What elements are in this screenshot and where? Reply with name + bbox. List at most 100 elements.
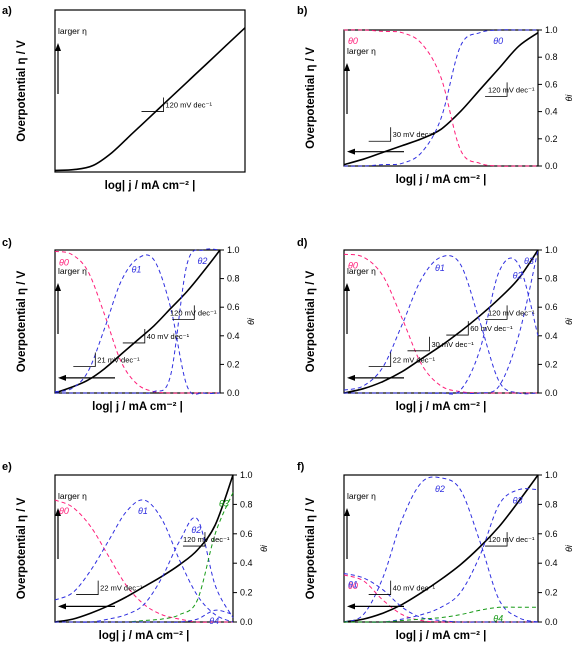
x-axis-label: log| j / mA cm⁻² | — [396, 174, 487, 186]
panel-f: f) Overpotential η / V log| j / mA cm⁻² | l… — [297, 461, 574, 642]
plot-frame — [54, 249, 221, 394]
slope-annotation: 120 mV dec⁻¹ — [170, 308, 217, 317]
series-label-2: θ0 — [493, 36, 503, 46]
right-tick-label: 0.8 — [545, 499, 558, 509]
slope-triangle — [485, 305, 508, 320]
plot-frame — [54, 9, 246, 173]
tafel-curve — [343, 474, 539, 623]
slope-annotation: 120 mV dec⁻¹ — [488, 85, 535, 94]
series-label-2: θ1 — [435, 263, 445, 273]
slope-annotation: 120 mV dec⁻¹ — [488, 308, 535, 317]
right-tick-label: 1.0 — [545, 25, 558, 35]
right-tick-label: 0.8 — [545, 274, 558, 284]
right-tick-label: 1.0 — [545, 245, 558, 255]
larger-eta-label: larger η — [347, 491, 376, 501]
right-tick-label: 0.0 — [545, 161, 558, 171]
right-tick-label: 0.4 — [227, 331, 240, 341]
series-label-5: θ4 — [493, 613, 503, 623]
slope-triangle — [485, 532, 508, 547]
larger-eta-label: larger η — [347, 266, 376, 276]
right-tick-label: 0.0 — [545, 388, 558, 398]
current-arrowhead — [347, 603, 355, 610]
current-arrowhead — [58, 374, 66, 381]
right-tick-label: 0.6 — [545, 302, 558, 312]
series-label-3: θ2 — [435, 484, 445, 494]
slope-triangle — [485, 82, 508, 97]
panel-b: b) Overpotential η / V log| j / mA cm⁻² | l… — [297, 5, 574, 186]
slope-annotation: 60 mV dec⁻¹ — [470, 324, 513, 333]
panel-e: e) Overpotential η / V log| j / mA cm⁻² | l… — [2, 461, 269, 642]
coverage-curve-1 — [343, 574, 538, 623]
coverage-curve-1 — [343, 253, 538, 394]
y-axis-label: Overpotential η / V — [16, 270, 28, 372]
right-tick-label: 0.6 — [545, 529, 558, 539]
current-arrowhead — [347, 148, 355, 155]
right-tick-label: 0.0 — [227, 388, 240, 398]
coverage-curve-3 — [343, 476, 539, 623]
panel-label: d) — [297, 237, 308, 249]
right-tick-label: 0.4 — [545, 558, 558, 568]
x-axis-label: log| j / mA cm⁻² | — [396, 401, 487, 413]
slope-annotation: 21 mV dec⁻¹ — [97, 356, 140, 365]
y-axis-label: Overpotential η / V — [305, 497, 317, 599]
panel-label: b) — [297, 5, 308, 17]
series-label-4: θ3 — [219, 499, 229, 509]
series-label-1: θ0 — [348, 36, 358, 46]
larger-eta-arrowhead — [55, 43, 61, 51]
larger-eta-label: larger η — [58, 26, 87, 36]
right-tick-label: 0.2 — [545, 359, 558, 369]
coverage-curve-2 — [54, 499, 234, 623]
y2-axis-label: θi — [259, 544, 269, 552]
slope-triangle — [141, 97, 164, 112]
panel-label: c) — [2, 237, 12, 249]
larger-eta-label: larger η — [347, 46, 376, 56]
y2-axis-label: θi — [564, 544, 574, 552]
series-label-5: θ4 — [209, 616, 219, 626]
right-tick-label: 0.8 — [545, 52, 558, 62]
plot-frame — [343, 249, 539, 394]
right-tick-label: 0.8 — [240, 499, 253, 509]
slope-annotation: 40 mV dec⁻¹ — [147, 332, 190, 341]
y2-axis-label: θi — [246, 317, 256, 325]
right-tick-label: 0.2 — [545, 588, 558, 598]
y2-axis-label: θi — [564, 94, 574, 102]
coverage-curve-5 — [55, 609, 234, 623]
right-tick-label: 0.2 — [545, 134, 558, 144]
slope-annotation: 30 mV dec⁻¹ — [431, 340, 474, 349]
larger-eta-label: larger η — [58, 491, 87, 501]
slope-triangle — [172, 305, 195, 320]
slope-triangle — [368, 127, 392, 142]
slope-triangle — [368, 580, 392, 595]
y2-axis-label: θi — [564, 317, 574, 325]
series-label-3: θ2 — [513, 270, 523, 280]
coverage-curve-5 — [344, 606, 538, 623]
right-tick-label: 0.4 — [545, 331, 558, 341]
slope-triangle — [122, 328, 146, 344]
right-tick-label: 0.0 — [545, 617, 558, 627]
plot-frame — [343, 474, 539, 623]
series-label-3: θ2 — [198, 256, 208, 266]
y-axis-label: Overpotential η / V — [305, 47, 317, 149]
series-label-4: θ3 — [513, 496, 523, 506]
coverage-curve-1 — [343, 29, 538, 167]
tafel-curve — [54, 474, 234, 623]
slope-annotation: 22 mV dec⁻¹ — [100, 584, 143, 593]
larger-eta-arrowhead — [344, 63, 350, 71]
series-label-2: θ1 — [138, 506, 148, 516]
series-label-2: θ1 — [132, 265, 142, 275]
right-tick-label: 1.0 — [545, 470, 558, 480]
slope-triangle — [407, 336, 430, 352]
series-label-1: θ0 — [59, 257, 69, 267]
larger-eta-arrowhead — [55, 508, 61, 516]
series-label-1: θ0 — [348, 581, 358, 591]
right-tick-label: 0.2 — [227, 359, 240, 369]
right-tick-label: 0.8 — [227, 274, 240, 284]
plot-frame — [54, 474, 234, 623]
slope-triangle — [73, 352, 96, 367]
panel-c: c) Overpotential η / V log| j / mA cm⁻² | l… — [2, 237, 256, 413]
right-tick-label: 1.0 — [227, 245, 240, 255]
series-label-1: θ0 — [348, 260, 358, 270]
slope-annotation: 40 mV dec⁻¹ — [393, 584, 436, 593]
series-label-2: θ1 — [348, 579, 358, 589]
y-axis-label: Overpotential η / V — [16, 497, 28, 599]
